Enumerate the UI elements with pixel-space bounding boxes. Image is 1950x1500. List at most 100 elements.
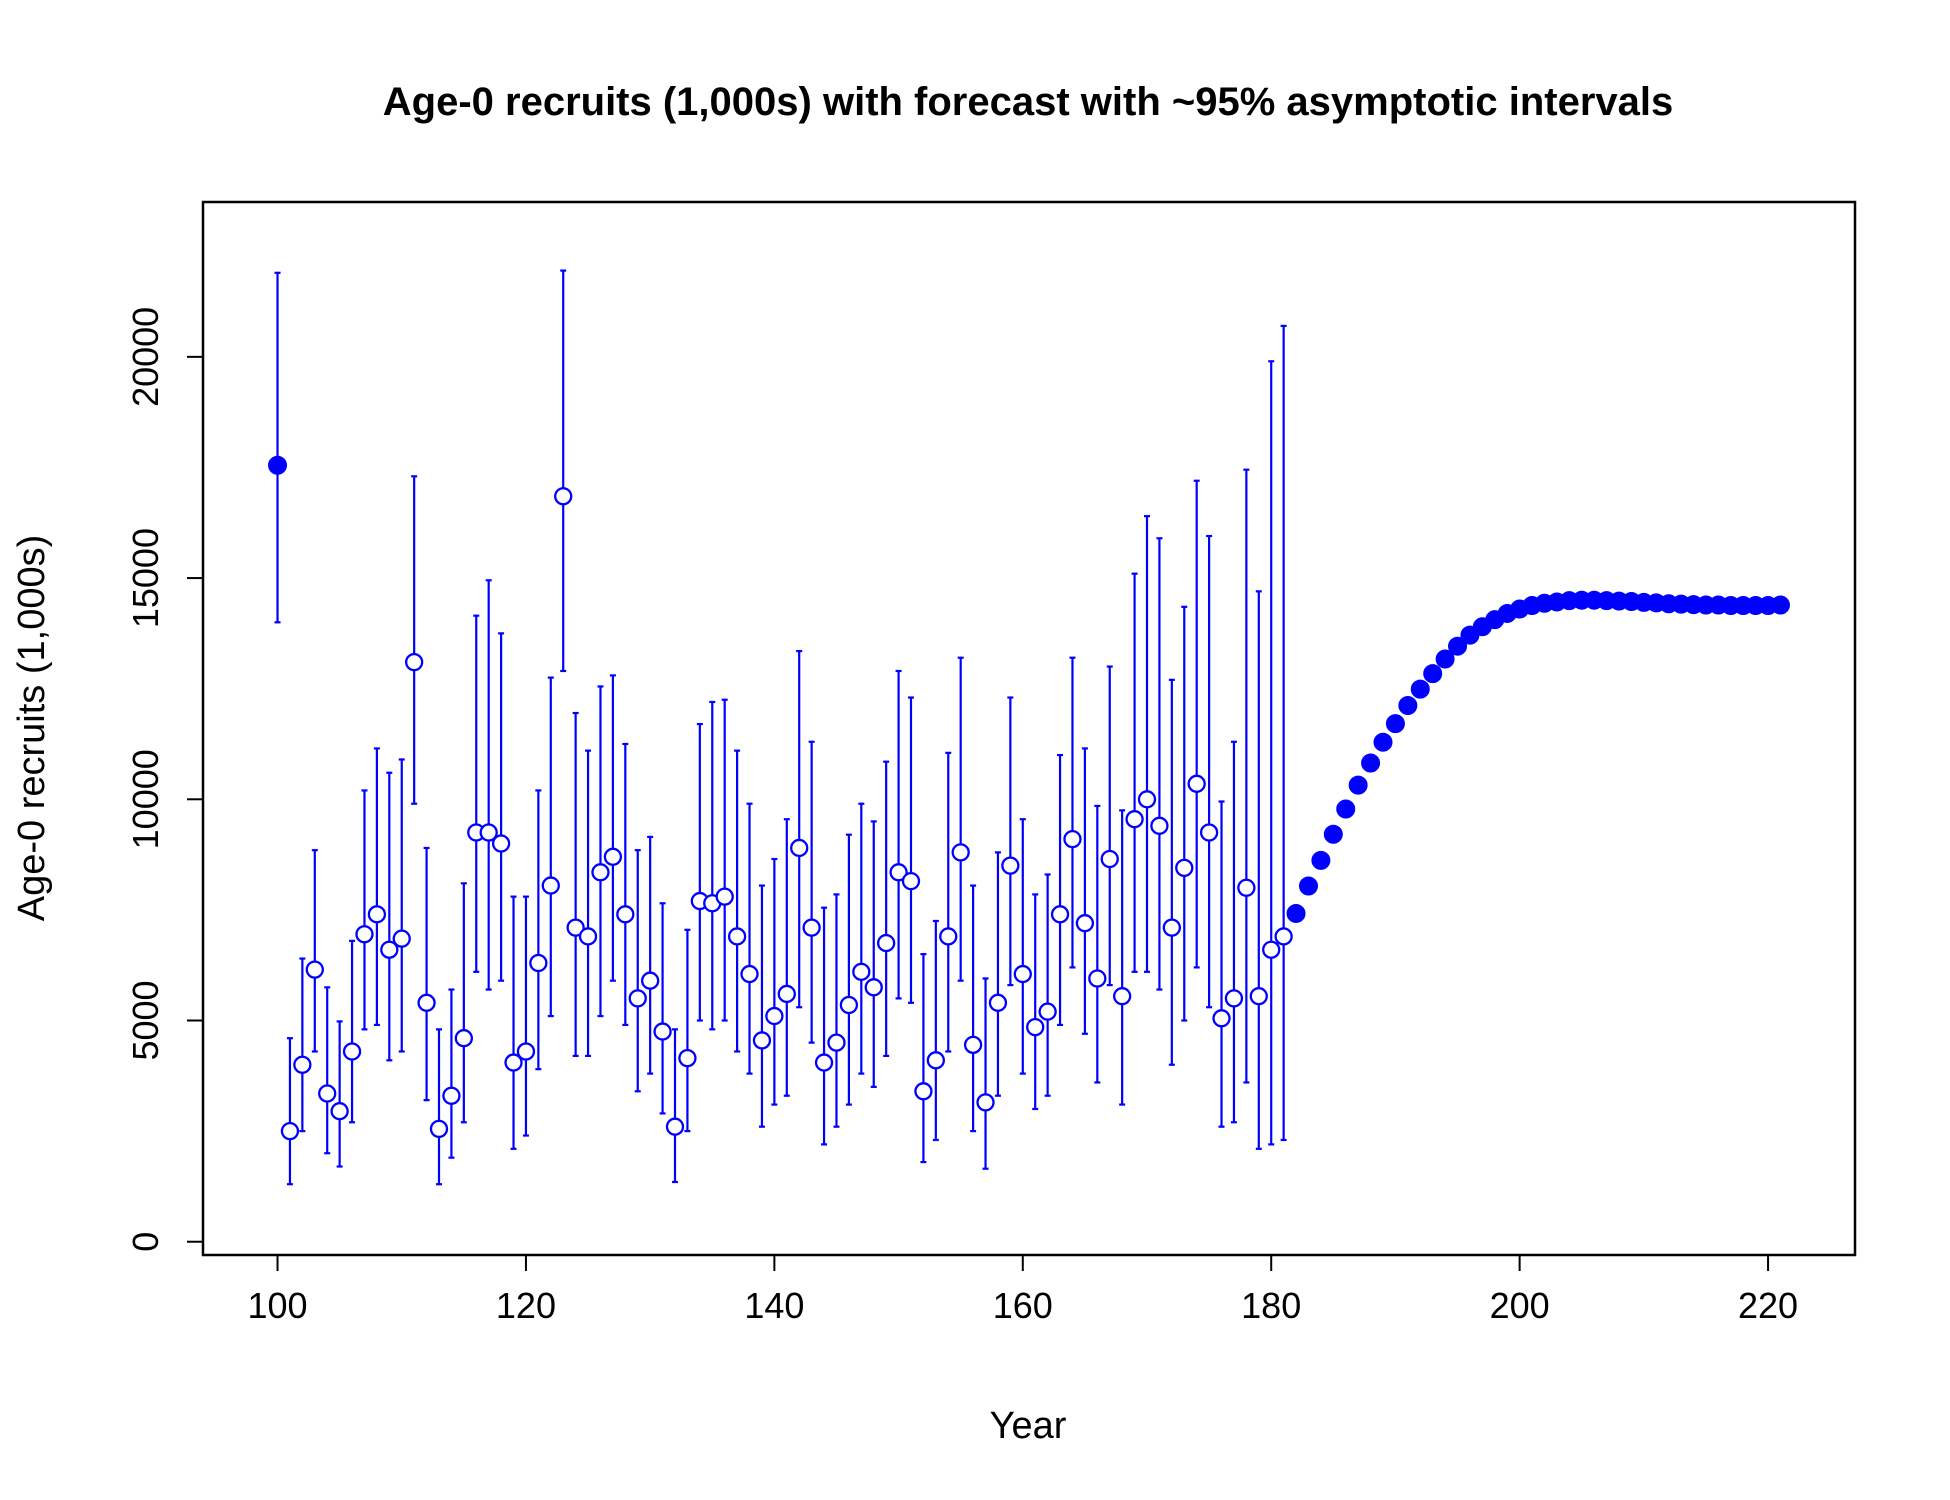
data-point [516, 1042, 536, 1061]
data-point [1175, 858, 1194, 878]
data-point [1162, 918, 1181, 937]
x-tick-label: 180 [1241, 1285, 1301, 1326]
y-tick-label: 0 [125, 1232, 166, 1252]
data-point [628, 989, 647, 1008]
data-point [417, 993, 436, 1012]
data-point [1262, 940, 1281, 959]
x-tick-label: 120 [496, 1285, 556, 1326]
y-axis: 0 5000 10000 15000 20000 [125, 307, 204, 1252]
data-point [1013, 964, 1032, 984]
forecast-point [1348, 775, 1368, 795]
forecast-point [1286, 903, 1306, 923]
forecast-point [1410, 679, 1430, 699]
data-point [839, 995, 859, 1015]
data-point [454, 1029, 473, 1048]
data-point [479, 823, 498, 842]
x-tick-label: 100 [247, 1285, 307, 1326]
data-point [877, 933, 896, 953]
data-point [1100, 849, 1119, 869]
data-point [305, 960, 324, 979]
x-tick-label: 220 [1738, 1285, 1798, 1326]
data-point [665, 1117, 685, 1136]
forecast-point [1336, 799, 1356, 819]
data-point [976, 1093, 995, 1112]
data-point [318, 1084, 337, 1103]
data-point [814, 1053, 834, 1072]
data-point [541, 876, 560, 895]
y-tick-label: 15000 [125, 528, 166, 628]
x-tick-label: 200 [1490, 1285, 1550, 1326]
forecast-point [1311, 850, 1331, 870]
data-point [765, 1006, 784, 1026]
data-point [1001, 856, 1020, 875]
y-tick-label: 5000 [125, 980, 166, 1060]
data-point [951, 843, 970, 862]
y-tick-label: 10000 [125, 749, 166, 849]
data-point [740, 964, 759, 984]
data-point [367, 905, 387, 924]
x-tick-label: 140 [744, 1285, 804, 1326]
data-point [1038, 1002, 1057, 1021]
data-point [554, 487, 573, 506]
forecast-point [1423, 664, 1443, 684]
data-point [442, 1086, 461, 1105]
data-point [405, 652, 424, 672]
forecast-point [1398, 695, 1418, 715]
data-point [504, 1053, 523, 1072]
forecast-point [1373, 732, 1393, 752]
data-point [901, 871, 921, 891]
data-point [1199, 823, 1219, 842]
data-point [1187, 774, 1206, 793]
data-point [777, 984, 796, 1004]
data-point [280, 1121, 300, 1141]
data-point [1125, 810, 1144, 829]
data-point [988, 993, 1008, 1012]
data-point [603, 847, 623, 866]
data-point [491, 834, 511, 853]
data-point [1088, 969, 1107, 988]
data-point [963, 1035, 983, 1054]
forecast-point [1770, 595, 1790, 615]
data-point [653, 1022, 672, 1041]
forecast-point [1385, 714, 1405, 734]
data-point [1212, 1009, 1231, 1028]
data-point [591, 863, 610, 882]
data-point [330, 1102, 349, 1121]
data-point [678, 1048, 697, 1068]
data-point [392, 929, 411, 948]
data-point [926, 1051, 945, 1070]
y-axis-label: Age-0 recruits (1,000s) [11, 535, 53, 922]
data-point [1150, 816, 1169, 835]
data-point [827, 1033, 846, 1052]
forecast-point [1448, 636, 1468, 656]
data-point [802, 918, 821, 937]
forecast-point [1323, 824, 1343, 844]
x-tick-label: 160 [993, 1285, 1053, 1326]
forecast-point [1361, 753, 1381, 773]
data-point [529, 953, 548, 973]
data-point [355, 925, 374, 944]
data-point [1050, 905, 1070, 924]
data-point [566, 918, 585, 937]
data-point [1063, 829, 1082, 849]
data-point [380, 940, 399, 959]
data-point [914, 1082, 933, 1101]
data-point [268, 455, 288, 475]
data-point [889, 863, 908, 882]
data-point [342, 1042, 362, 1061]
data-point [790, 838, 809, 858]
data-point [1026, 1017, 1045, 1037]
data-point [852, 962, 871, 981]
forecast-point [1298, 876, 1318, 896]
data-point [752, 1031, 772, 1050]
data-point [727, 927, 747, 946]
data-point [864, 978, 883, 997]
data-point [939, 927, 958, 946]
x-axis: 100 120 140 160 180 200 220 [247, 1254, 1798, 1326]
data-point [1237, 878, 1256, 897]
data-point [578, 927, 598, 946]
data-point [715, 887, 734, 906]
forecast-point [1435, 649, 1455, 669]
y-tick-label: 20000 [125, 307, 166, 407]
